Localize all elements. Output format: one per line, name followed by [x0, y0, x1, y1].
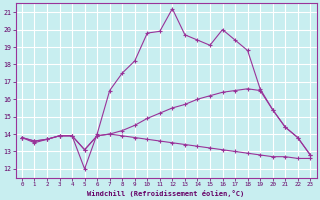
X-axis label: Windchill (Refroidissement éolien,°C): Windchill (Refroidissement éolien,°C) — [87, 190, 245, 197]
